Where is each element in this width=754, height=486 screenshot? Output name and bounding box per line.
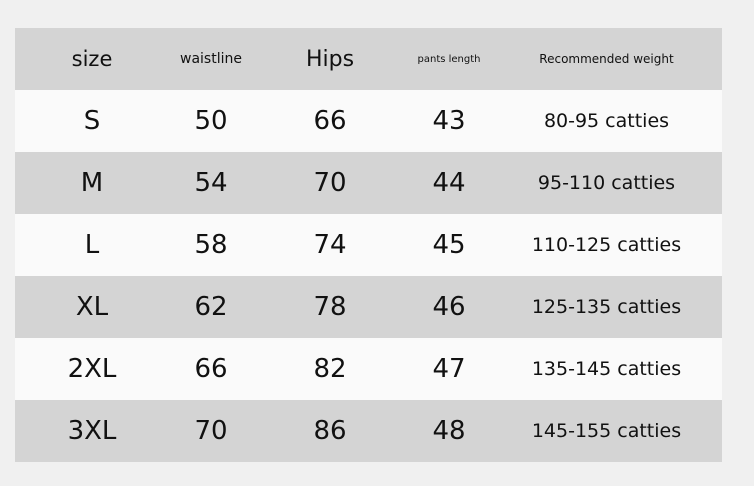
cell-size: L (84, 230, 100, 260)
cell-recommended-weight: 95-110 catties (537, 172, 676, 194)
table-row: M 54 70 44 95-110 catties (15, 152, 722, 214)
cell-pants-length: 45 (432, 230, 466, 260)
cell-hips: 82 (313, 354, 347, 384)
header-pants-length: pants length (417, 53, 481, 65)
cell-pants-length: 48 (432, 416, 466, 446)
table-row: 2XL 66 82 47 135-145 catties (15, 338, 722, 400)
cell-size: M (80, 168, 104, 198)
cell-recommended-weight: 110-125 catties (531, 234, 682, 256)
cell-recommended-weight: 125-135 catties (531, 296, 682, 318)
cell-hips: 70 (313, 168, 347, 198)
cell-pants-length: 43 (432, 106, 466, 136)
table-row: S 50 66 43 80-95 catties (15, 90, 722, 152)
header-recommended-weight: Recommended weight (539, 52, 674, 66)
cell-waistline: 58 (194, 230, 228, 260)
cell-waistline: 62 (194, 292, 228, 322)
cell-pants-length: 46 (432, 292, 466, 322)
header-hips: Hips (305, 46, 355, 72)
cell-waistline: 66 (194, 354, 228, 384)
cell-hips: 74 (313, 230, 347, 260)
table-row: 3XL 70 86 48 145-155 catties (15, 400, 722, 462)
size-chart-table: size waistline Hips pants length Recomme… (15, 28, 722, 462)
cell-waistline: 50 (194, 106, 228, 136)
header-size: size (71, 47, 113, 71)
table-row: L 58 74 45 110-125 catties (15, 214, 722, 276)
cell-size: XL (75, 292, 109, 322)
cell-pants-length: 44 (432, 168, 466, 198)
header-waistline: waistline (180, 51, 242, 67)
cell-waistline: 54 (194, 168, 228, 198)
cell-size: 3XL (67, 416, 117, 446)
cell-recommended-weight: 145-155 catties (531, 420, 682, 442)
cell-size: 2XL (67, 354, 117, 384)
cell-hips: 86 (313, 416, 347, 446)
cell-recommended-weight: 80-95 catties (543, 110, 670, 132)
table-header-row: size waistline Hips pants length Recomme… (15, 28, 722, 90)
cell-recommended-weight: 135-145 catties (531, 358, 682, 380)
table-row: XL 62 78 46 125-135 catties (15, 276, 722, 338)
cell-size: S (83, 106, 101, 136)
cell-pants-length: 47 (432, 354, 466, 384)
cell-hips: 66 (313, 106, 347, 136)
cell-hips: 78 (313, 292, 347, 322)
cell-waistline: 70 (194, 416, 228, 446)
